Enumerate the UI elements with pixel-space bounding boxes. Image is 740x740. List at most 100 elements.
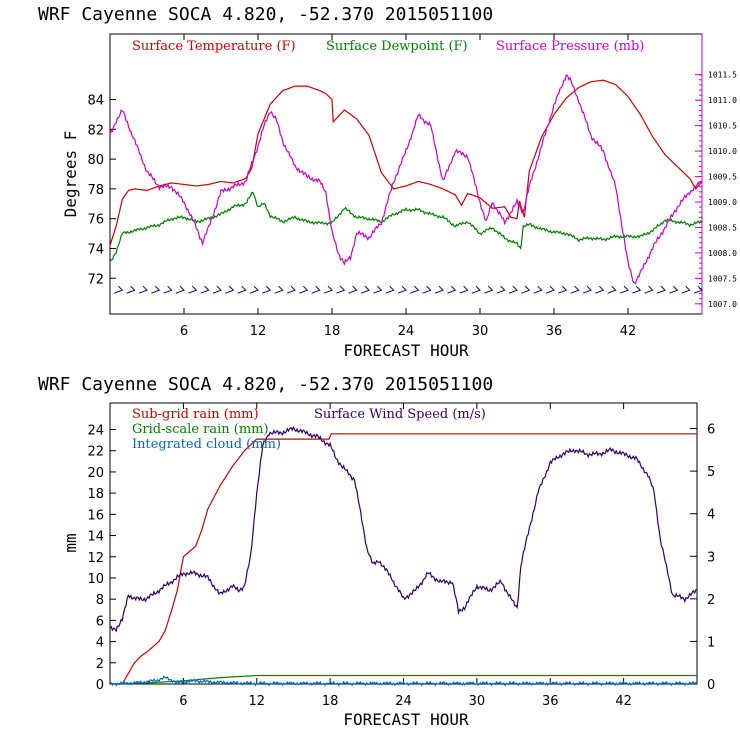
chart2-series: [109, 425, 698, 687]
chart2-xtick-label: 12: [248, 694, 265, 709]
wind-barb: [373, 285, 383, 294]
chart1-ytick-label: 72: [87, 272, 104, 287]
wind-barb: [632, 285, 642, 294]
wind-barb: [336, 285, 346, 294]
chart2-ytick-label: 20: [87, 466, 104, 481]
wind-barb: [188, 285, 198, 294]
wind-barb: [619, 285, 629, 294]
chart2-xtick-label: 30: [469, 694, 486, 709]
chart1-wind-barbs: [114, 285, 703, 294]
wind-barb: [175, 285, 185, 294]
chart2-x-ticks: 6 12 18 24 30 36 42: [179, 403, 632, 709]
chart2-y2tick-label: 3: [707, 550, 715, 565]
chart1-x-label: FORECAST HOUR: [343, 341, 469, 360]
wind-barb: [471, 285, 481, 294]
wind-barb: [533, 285, 543, 294]
chart1-ytick-label: 84: [87, 94, 104, 109]
wind-barb: [138, 285, 148, 294]
chart1-xtick-label: 42: [620, 324, 637, 339]
chart2-ytick-label: 8: [96, 593, 104, 608]
wind-barb: [323, 285, 333, 294]
chart2-xtick-label: 42: [615, 694, 632, 709]
chart2-y2tick-label: 2: [707, 593, 715, 608]
chart1-y-ticks: 72 74 76 78 80 82 84: [87, 94, 116, 287]
chart1-y2tick-label: 1008.0: [708, 249, 737, 258]
chart2-line-surface-wind-speed-m-s: [109, 425, 698, 633]
chart2-line-sub-grid-rain-mm: [110, 433, 697, 685]
chart2-x-label: FORECAST HOUR: [343, 710, 469, 729]
wind-barb: [669, 285, 679, 294]
chart1-ytick-label: 80: [87, 153, 104, 168]
chart2-y2tick-label: 0: [707, 678, 715, 693]
chart2-ytick-label: 6: [96, 614, 104, 629]
wind-barb: [508, 285, 518, 294]
wind-barb: [237, 285, 247, 294]
chart2-ytick-label: 0: [96, 678, 104, 693]
chart2-ytick-label: 12: [87, 551, 104, 566]
chart2-ytick-label: 16: [87, 508, 104, 523]
chart1-ytick-label: 76: [87, 213, 104, 228]
chart1-xtick-label: 6: [180, 324, 188, 339]
chart2-line-integrated-cloud-mm: [109, 675, 698, 687]
chart2-xtick-label: 24: [395, 694, 412, 709]
wind-barb: [348, 285, 358, 294]
chart1-y2tick-label: 1011.0: [708, 96, 737, 105]
chart1-y2tick-label: 1010.0: [708, 147, 737, 156]
chart2-ytick-label: 18: [87, 487, 104, 502]
chart2-y2-ticks: 0 1 2 3 4 5 6: [690, 423, 715, 693]
wind-barb: [545, 285, 555, 294]
wind-barb: [126, 285, 136, 294]
chart2-xtick-label: 36: [542, 694, 559, 709]
chart1-frame: [109, 33, 703, 315]
wind-barb: [360, 285, 370, 294]
chart1-title: WRF Cayenne SOCA 4.820, -52.370 20150511…: [38, 4, 493, 25]
wind-barb: [274, 285, 284, 294]
chart2-legend-gridscale-rain: Grid-scale rain (mm): [132, 422, 269, 437]
wind-barb: [434, 285, 444, 294]
chart1-line-surface-dewpoint-f: [109, 191, 703, 263]
wind-barb: [397, 285, 407, 294]
chart1-y2tick-label: 1011.5: [708, 71, 737, 80]
wind-barb: [570, 285, 580, 294]
wind-barb: [595, 285, 605, 294]
wind-barb: [693, 285, 703, 294]
chart1-series: [109, 74, 703, 285]
wind-barb: [212, 285, 222, 294]
chart2-legend-wind-speed: Surface Wind Speed (m/s): [314, 407, 486, 422]
wind-barb: [496, 285, 506, 294]
wind-barb: [286, 285, 296, 294]
wind-barb: [521, 285, 531, 294]
chart2-y2tick-label: 6: [707, 423, 715, 438]
chart1-x-ticks: 6 12 18 24 30 36 42: [180, 34, 636, 339]
wind-barb: [163, 285, 173, 294]
wind-barb: [410, 285, 420, 294]
chart2-legend-subgrid-rain: Sub-grid rain (mm): [132, 407, 259, 422]
chart2-y2tick-label: 1: [707, 635, 715, 650]
chart2-ytick-label: 24: [87, 424, 104, 439]
chart2-legend-integrated-cloud: Integrated cloud (mm): [132, 437, 281, 452]
wind-barb: [558, 285, 568, 294]
chart2-line-grid-scale-rain-mm: [110, 674, 697, 685]
wind-barb: [249, 285, 259, 294]
chart2-xtick-label: 18: [322, 694, 339, 709]
wind-barb: [607, 285, 617, 294]
chart1-y2tick-label: 1010.5: [708, 122, 737, 131]
chart2-y2tick-label: 4: [707, 508, 715, 523]
chart2-ytick-label: 4: [96, 636, 104, 651]
chart1-xtick-label: 30: [472, 324, 489, 339]
wind-barb: [225, 285, 235, 294]
chart1-y-label: Degrees F: [61, 131, 80, 218]
chart1-y2tick-label: 1007.5: [708, 274, 737, 283]
chart1-y2tick-label: 1009.0: [708, 198, 737, 207]
chart2-xtick-label: 6: [179, 694, 187, 709]
chart1-legend-dewpoint: Surface Dewpoint (F): [326, 39, 468, 54]
chart1-y2tick-label: 1008.5: [708, 223, 737, 232]
chart1-y2tick-label: 1009.5: [708, 173, 737, 182]
chart2-title: WRF Cayenne SOCA 4.820, -52.370 20150511…: [38, 374, 493, 395]
chart1-y2-ticks: 1007.0 1007.5 1008.0 1008.5 1009.0 1009.5 1010…: [695, 71, 737, 309]
wind-barb: [299, 285, 309, 294]
chart1-legend-pressure: Surface Pressure (mb): [496, 39, 644, 54]
wind-barb: [582, 285, 592, 294]
chart1-xtick-label: 24: [398, 324, 415, 339]
